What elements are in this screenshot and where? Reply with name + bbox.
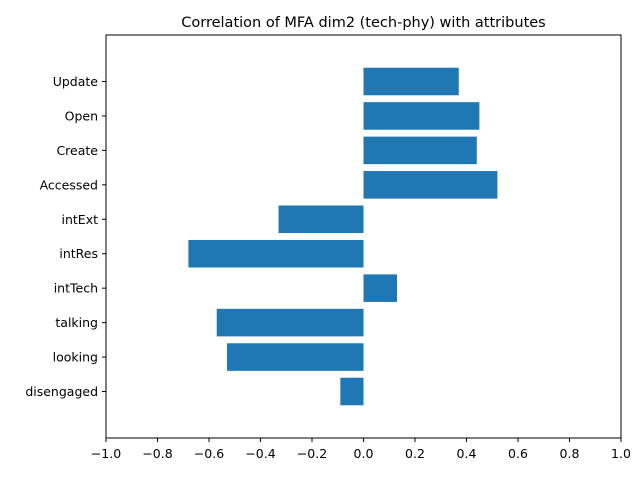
x-tick-label: −0.6 xyxy=(194,446,224,461)
bar-accessed xyxy=(363,171,498,199)
x-tick-label: −0.4 xyxy=(245,446,275,461)
x-tick-label: 1.0 xyxy=(611,446,631,461)
y-tick-label: intTech xyxy=(54,281,98,296)
bar-intres xyxy=(188,239,364,268)
y-tick-label: intRes xyxy=(59,246,98,261)
x-tick-label: −1.0 xyxy=(91,446,121,461)
x-axis-ticks: −1.0 −0.8 −0.6 −0.4 −0.2 0.0 0.2 0.4 0.6 0.8 1.0 xyxy=(91,438,631,461)
y-tick-label: Update xyxy=(53,74,99,89)
x-tick-label: 0.0 xyxy=(354,446,374,461)
bar-open xyxy=(363,102,480,130)
bar-create xyxy=(363,136,477,165)
y-tick-label: disengaged xyxy=(25,384,98,399)
bar-talking xyxy=(216,308,364,337)
x-tick-label: 0.2 xyxy=(405,446,425,461)
y-tick-label: intExt xyxy=(62,212,99,227)
bar-intext xyxy=(278,205,364,234)
y-tick-label: Accessed xyxy=(40,177,98,192)
y-tick-label: Create xyxy=(56,143,98,158)
bar-update xyxy=(363,67,459,96)
bars-group xyxy=(188,67,498,406)
x-tick-label: 0.6 xyxy=(508,446,528,461)
x-tick-label: 0.4 xyxy=(457,446,477,461)
chart-title: Correlation of MFA dim2 (tech-phy) with … xyxy=(181,15,545,31)
y-tick-label: looking xyxy=(53,350,98,365)
x-tick-label: 0.8 xyxy=(560,446,580,461)
bar-disengaged xyxy=(340,377,364,406)
bar-looking xyxy=(227,343,364,371)
plot-frame xyxy=(105,34,622,439)
x-tick-label: −0.8 xyxy=(142,446,172,461)
bar-inttech xyxy=(363,274,397,302)
x-tick-label: −0.2 xyxy=(297,446,327,461)
y-tick-label: talking xyxy=(55,315,98,330)
y-tick-label: Open xyxy=(65,108,98,123)
y-axis-ticks: disengaged looking talking intTech intRes int… xyxy=(25,74,106,399)
